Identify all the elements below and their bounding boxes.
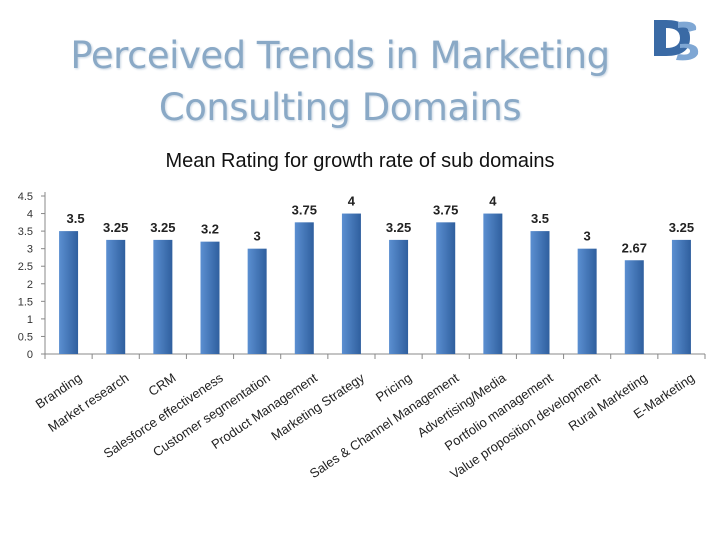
data-label: 3.2: [201, 222, 219, 237]
bar: [671, 239, 691, 354]
data-label: 3: [584, 229, 591, 244]
x-tick-label: CRM: [146, 370, 179, 399]
bar: [106, 239, 126, 354]
bar: [200, 241, 220, 354]
bar: [483, 213, 503, 354]
y-tick-label: 4: [27, 209, 33, 221]
bar: [577, 248, 597, 354]
y-tick-label: 3.5: [18, 226, 33, 238]
bar: [341, 213, 361, 354]
slide-title-line-2: Consulting Domains: [158, 86, 522, 129]
bar: [530, 231, 550, 354]
bar: [436, 222, 456, 354]
company-logo-icon: [654, 20, 699, 61]
data-label: 4: [489, 194, 497, 209]
y-tick-label: 1.5: [18, 296, 33, 308]
data-label: 4: [348, 194, 356, 209]
bar: [624, 260, 644, 354]
bar: [294, 222, 314, 354]
data-label: 3.25: [669, 220, 694, 235]
y-tick-label: 2.5: [18, 261, 33, 273]
data-label: 3.25: [103, 220, 128, 235]
bar: [389, 239, 409, 354]
chart-title: Mean Rating for growth rate of sub domai…: [165, 150, 555, 172]
data-label: 3: [254, 229, 261, 244]
bar: [59, 231, 79, 354]
data-label: 3.75: [292, 202, 317, 217]
x-tick-label: Market research: [45, 370, 131, 435]
x-tick-label: Rural Marketing: [565, 370, 649, 434]
y-tick-label: 3: [27, 244, 33, 256]
y-tick-label: 0: [27, 349, 33, 361]
data-label: 3.75: [433, 202, 458, 217]
y-tick-label: 2: [27, 279, 33, 291]
y-tick-label: 4.5: [18, 191, 33, 203]
bar: [247, 248, 267, 354]
data-label: 3.25: [386, 220, 411, 235]
slide-title: Perceived Trends in Marketing Consulting…: [40, 30, 640, 134]
y-tick-label: 0.5: [18, 331, 33, 343]
bar: [153, 239, 173, 354]
slide-title-line-1: Perceived Trends in Marketing: [70, 34, 610, 77]
y-tick-label: 1: [27, 314, 33, 326]
data-label: 3.5: [67, 211, 85, 226]
data-label: 3.25: [150, 220, 175, 235]
data-label: 3.5: [531, 211, 549, 226]
data-label: 2.67: [622, 240, 647, 255]
